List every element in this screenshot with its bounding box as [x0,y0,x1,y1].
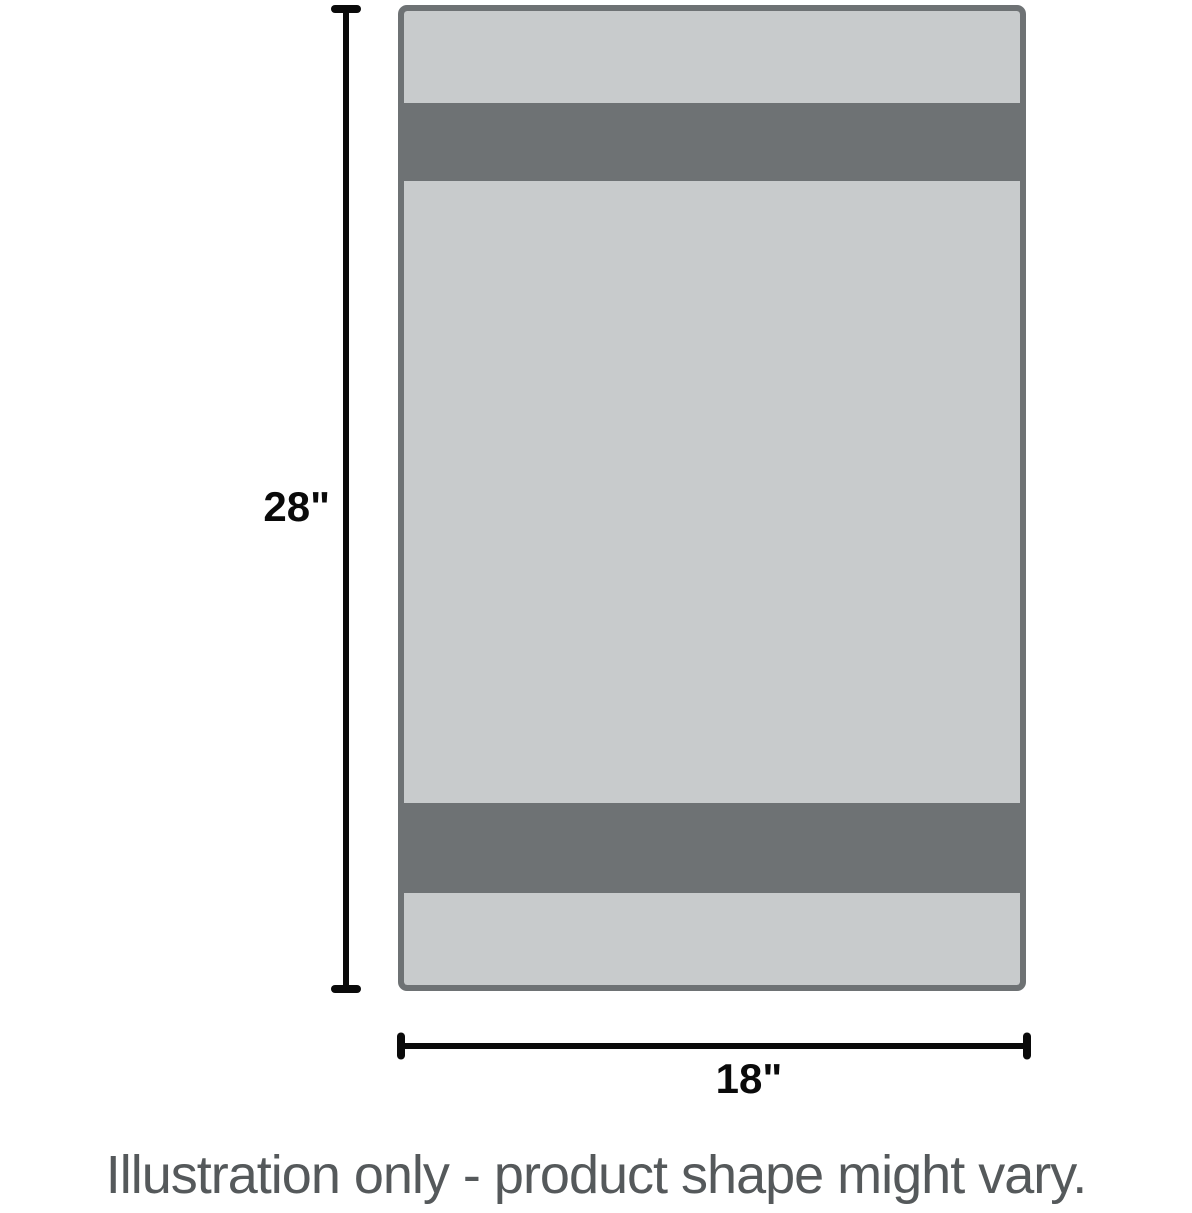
height-dimension-top-cap [331,5,361,13]
towel-top-light-band [404,11,1020,103]
illustration-disclaimer-caption: Illustration only - product shape might … [105,1145,1087,1205]
towel-illustration [398,5,1026,991]
width-dimension-line [397,1032,1031,1060]
height-dimension-line [331,5,361,993]
width-dimension-left-cap [397,1032,405,1060]
width-dimension-label: 18" [715,1055,783,1102]
towel-top-dark-stripe [404,103,1020,181]
towel-bottom-light-band [404,893,1020,985]
height-dimension-label: 28" [263,483,330,530]
height-dimension-bottom-cap [331,985,361,993]
towel-body [404,181,1020,803]
width-dimension-right-cap [1023,1032,1031,1060]
towel-bottom-dark-stripe [404,803,1020,893]
